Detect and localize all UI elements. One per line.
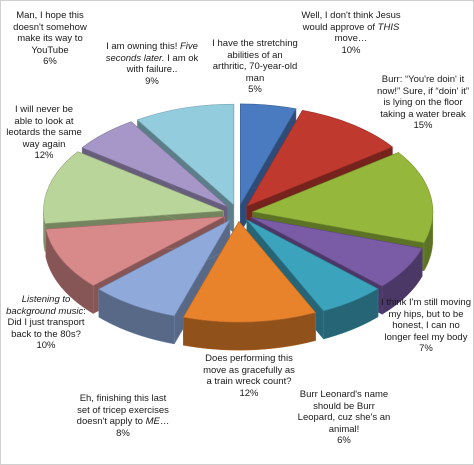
pie-slice-top — [43, 151, 224, 224]
slice-label-leopard: Burr Leonard's name should be Burr Leopa… — [297, 389, 391, 446]
slice-label-stretching: I have the stretching abilities of an ar… — [212, 38, 298, 95]
slice-label-hips: I think I'm still moving my hips, but to… — [381, 297, 471, 354]
pie-slice-top — [246, 110, 394, 207]
slice-label-jesus: Well, I don't think Jesus would approve … — [301, 10, 401, 56]
pie-slice-top — [240, 103, 297, 206]
pie-slice-top — [81, 121, 228, 208]
pie-slice-top — [246, 219, 379, 312]
slice-label-water-break: Burr: “You're doin' it now!” Sure, if “d… — [376, 74, 470, 131]
slice-label-train-wreck: Does performing this move as gracefully … — [203, 353, 295, 399]
pie-slice-top — [136, 103, 235, 206]
pie-slice-top — [98, 219, 231, 317]
pie-slice-5 — [182, 220, 317, 351]
slice-label-youtube: Man, I hope this doesn't somehow make it… — [13, 10, 87, 67]
pie-slice-top — [251, 152, 434, 244]
pie-slice-top — [182, 220, 317, 323]
slice-label-tricep: Eh, finishing this last set of tricep ex… — [76, 393, 170, 439]
slice-label-leotards: I will never be able to look at leotards… — [6, 104, 82, 161]
slice-label-owning: I am owning this! Five seconds later. I … — [105, 41, 199, 87]
pie-slice-top — [45, 216, 225, 286]
pie-slice-top — [250, 216, 423, 287]
slice-label-80s: Listening to background music: Did I jus… — [6, 294, 86, 351]
